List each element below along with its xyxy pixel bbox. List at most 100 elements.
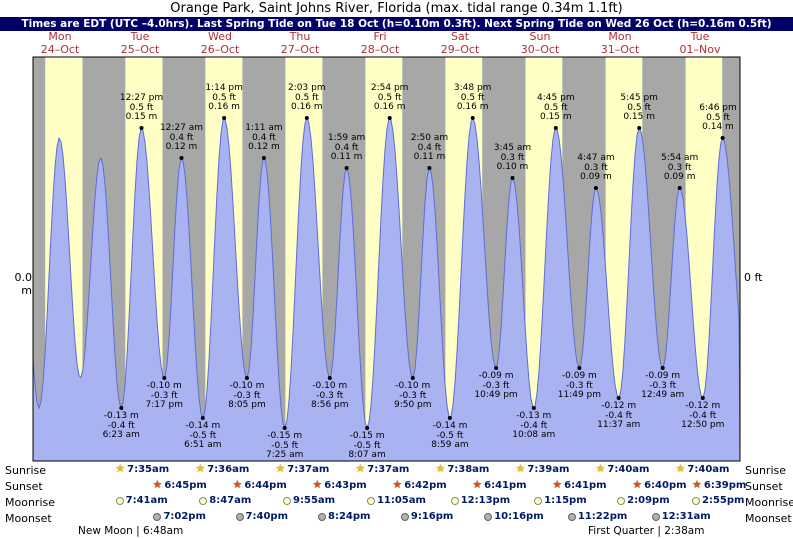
tide-extreme-dot xyxy=(447,416,452,420)
moonset-time: 10:16pm xyxy=(494,511,544,522)
moonrise-circle-icon xyxy=(366,496,375,505)
tide-annotation-low: -0.09 m -0.3 ft 11:49 pm xyxy=(557,371,602,400)
tide-extreme-dot xyxy=(510,176,515,180)
sunrise-label-left: Sunrise xyxy=(5,464,47,477)
sunset-time: 6:42pm xyxy=(404,479,447,491)
day-label: Thu 27–Oct xyxy=(280,30,320,56)
sunrise-time: 7:36am xyxy=(207,463,250,475)
tide-annotation-low: -0.10 m -0.3 ft 8:56 pm xyxy=(310,381,349,410)
sunrise-star-icon: ★ xyxy=(195,462,206,475)
sunset-star-icon: ★ xyxy=(232,478,243,491)
tide-extreme-dot xyxy=(244,376,249,380)
tide-annotation-high: 1:14 pm 0.5 ft 0.16 m xyxy=(205,83,243,112)
tide-extreme-dot xyxy=(593,186,598,190)
tide-annotation-high: 1:11 am 0.4 ft 0.12 m xyxy=(245,123,283,152)
moonrise-entry: 2:09pm xyxy=(617,495,670,506)
day-label: Tue 01–Nov xyxy=(679,30,721,56)
tide-annotation-high: 3:45 am 0.3 ft 0.10 m xyxy=(493,143,532,172)
sunset-star-icon: ★ xyxy=(312,478,323,491)
chart-border xyxy=(32,56,741,462)
sunset-entry: ★ 6:40pm xyxy=(632,479,686,491)
moonrise-time: 2:55pm xyxy=(702,495,745,506)
moonrise-entry: 12:13pm xyxy=(450,495,510,506)
tide-annotation-high: 2:03 pm 0.5 ft 0.16 m xyxy=(288,83,326,112)
tide-annotation-high: 12:27 am 0.4 ft 0.12 m xyxy=(159,123,204,152)
sunset-label-left: Sunset xyxy=(5,480,43,493)
page-title: Orange Park, Saint Johns River, Florida … xyxy=(170,1,623,16)
tide-annotation-high: 6:46 pm 0.5 ft 0.14 m xyxy=(699,103,737,132)
tide-extreme-dot xyxy=(282,426,287,430)
tide-extreme-dot xyxy=(304,116,309,120)
tide-extreme-dot xyxy=(677,186,682,190)
sunrise-entry: ★ 7:38am xyxy=(435,463,489,475)
sunset-time: 6:44pm xyxy=(244,479,287,491)
tide-extreme-dot xyxy=(119,406,124,410)
tide-annotation-high: 5:45 pm 0.5 ft 0.15 m xyxy=(620,93,658,122)
sunset-entry: ★ 6:39pm xyxy=(692,479,746,491)
moonset-label-right: Moonset xyxy=(745,512,792,525)
moonrise-entry: 9:55am xyxy=(283,495,335,506)
tide-annotation-low: -0.09 m -0.3 ft 10:49 pm xyxy=(474,371,518,400)
day-label: Mon 24–Oct xyxy=(40,30,80,56)
first-quarter-label: First Quarter | 2:38am xyxy=(588,525,705,537)
moonset-circle-icon xyxy=(400,512,409,521)
moonset-time: 9:16pm xyxy=(410,511,454,522)
moonset-entry: 9:16pm xyxy=(400,511,454,522)
day-label: Sat 29–Oct xyxy=(440,30,480,56)
tide-annotation-low: -0.14 m -0.5 ft 6:51 am xyxy=(184,421,222,450)
sunset-entry: ★ 6:44pm xyxy=(232,479,286,491)
moonrise-label-left: Moonrise xyxy=(5,496,55,509)
moonrise-circle-icon xyxy=(617,496,626,505)
sunrise-star-icon: ★ xyxy=(115,462,126,475)
sunset-entry: ★ 6:43pm xyxy=(312,479,366,491)
moonrise-entry: 7:41am xyxy=(115,495,168,506)
sunrise-time: 7:39am xyxy=(527,463,570,475)
moonrise-time: 7:41am xyxy=(125,495,168,506)
sunset-entry: ★ 6:41pm xyxy=(552,479,606,491)
sunrise-star-icon: ★ xyxy=(675,462,686,475)
tide-extreme-dot xyxy=(720,136,725,140)
sunset-star-icon: ★ xyxy=(632,478,643,491)
moonset-entry: 7:02pm xyxy=(153,511,206,522)
sunrise-entry: ★ 7:37am xyxy=(275,463,329,475)
tide-annotation-low: -0.10 m -0.3 ft 7:17 pm xyxy=(145,381,184,410)
tide-annotation-high: 4:47 am 0.3 ft 0.09 m xyxy=(577,153,615,182)
sunset-star-icon: ★ xyxy=(692,478,702,491)
y-axis-label-meters: 0.0 m xyxy=(14,271,33,297)
moonset-entry: 10:16pm xyxy=(484,511,544,522)
sunset-time: 6:41pm xyxy=(564,479,607,491)
y-axis-label-feet: 0 ft xyxy=(744,271,763,284)
tide-extreme-dot xyxy=(139,126,144,130)
moonset-time: 8:24pm xyxy=(328,511,371,522)
tide-extreme-dot xyxy=(410,376,415,380)
moonset-circle-icon xyxy=(235,512,244,521)
moonrise-entry: 8:47am xyxy=(199,495,251,506)
tide-annotation-low: -0.12 m -0.4 ft 11:37 am xyxy=(597,401,641,430)
sunset-star-icon: ★ xyxy=(152,478,163,491)
moonrise-circle-icon xyxy=(199,496,208,505)
sunset-entry: ★ 6:41pm xyxy=(472,479,526,491)
moonset-entry: 7:40pm xyxy=(235,511,288,522)
tide-annotation-low: -0.09 m -0.3 ft 12:49 am xyxy=(641,371,685,400)
moonrise-time: 2:09pm xyxy=(627,495,670,506)
tide-extreme-dot xyxy=(162,376,167,380)
moonset-label-left: Moonset xyxy=(5,512,52,525)
sunset-star-icon: ★ xyxy=(472,478,483,491)
tide-extreme-dot xyxy=(179,156,184,160)
sunset-time: 6:43pm xyxy=(324,479,367,491)
tide-extreme-dot xyxy=(531,406,536,410)
tide-extreme-dot xyxy=(427,166,432,170)
tide-annotation-high: 4:45 pm 0.5 ft 0.15 m xyxy=(537,93,575,122)
moonrise-time: 1:15pm xyxy=(544,495,587,506)
moonset-entry: 8:24pm xyxy=(318,511,370,522)
moonrise-entry: 1:15pm xyxy=(534,495,587,506)
sunrise-star-icon: ★ xyxy=(595,462,606,475)
sunrise-star-icon: ★ xyxy=(435,462,446,475)
sunset-time: 6:41pm xyxy=(484,479,527,491)
tide-annotation-low: -0.15 m -0.5 ft 8:07 am xyxy=(348,431,386,460)
tide-extreme-dot xyxy=(577,366,582,370)
tide-extreme-dot xyxy=(327,376,332,380)
sunrise-entry: ★ 7:36am xyxy=(195,463,249,475)
